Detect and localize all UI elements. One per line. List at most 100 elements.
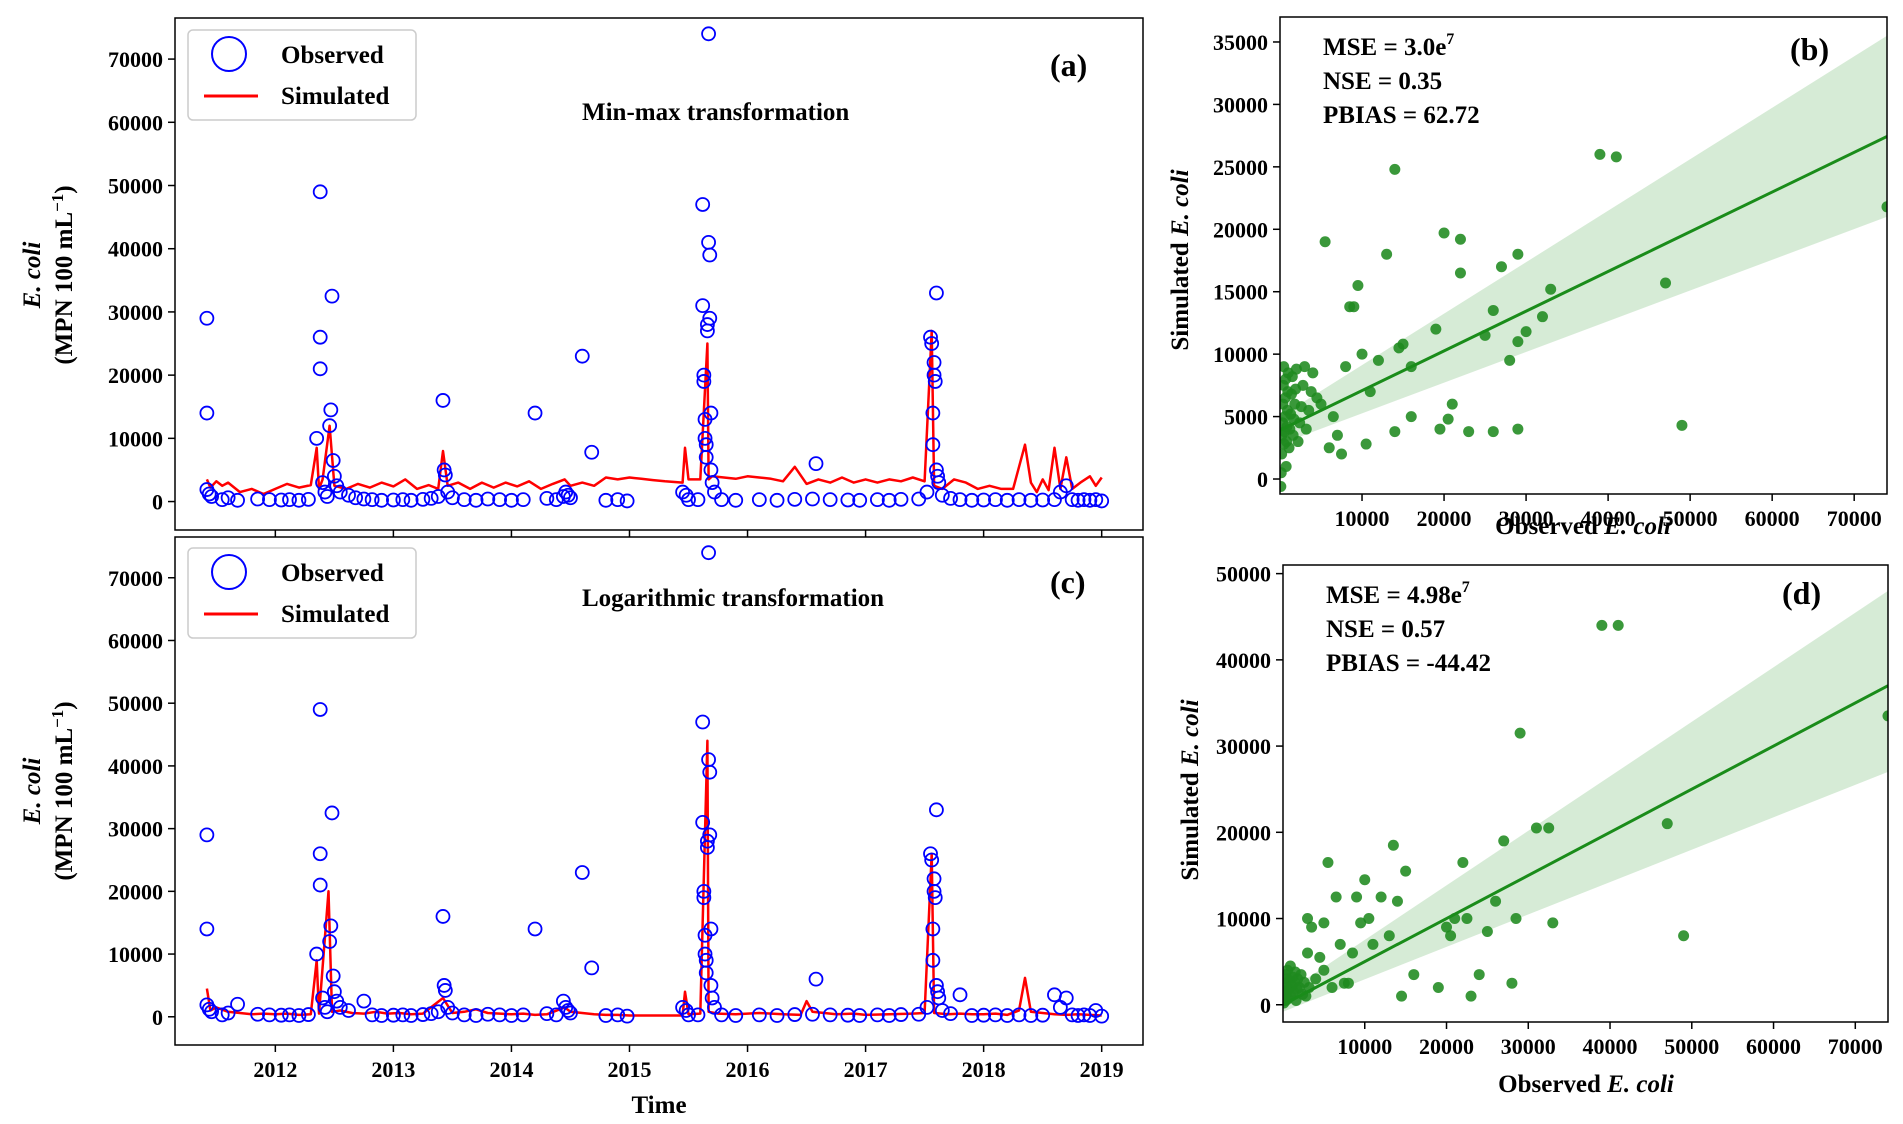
- observed-point: [943, 490, 958, 506]
- x-tick-label: 2018: [962, 1057, 1006, 1082]
- scatter-point: [1318, 964, 1330, 976]
- scatter-point: [1310, 973, 1322, 985]
- y-tick-label: 60000: [108, 628, 163, 653]
- y-tick-label: 0: [152, 1005, 163, 1030]
- y-tick-label: 40000: [108, 237, 163, 262]
- x-tick-label: 2014: [489, 1057, 533, 1082]
- y-tick-label: 0: [1257, 467, 1268, 492]
- observed-point: [309, 946, 325, 962]
- y-tick-label: 35000: [1213, 30, 1268, 55]
- observed-point: [697, 430, 713, 446]
- observed-point: [527, 921, 543, 937]
- observed-point: [201, 486, 217, 502]
- y-tick-label: 30000: [108, 817, 163, 842]
- scatter-point: [1676, 419, 1688, 431]
- observed-point: [787, 1007, 803, 1022]
- y-tick-label: 0: [152, 490, 163, 515]
- panel-b-ylabel: Simulated E. coli: [1167, 169, 1194, 350]
- panel-a-subtitle: Min-max transformation: [582, 99, 849, 126]
- scatter-point: [1487, 426, 1499, 438]
- scatter-point: [1457, 856, 1469, 868]
- scatter-point: [1397, 338, 1409, 350]
- scatter-point: [1367, 938, 1379, 950]
- observed-point: [1011, 1007, 1027, 1023]
- observed-point: [701, 234, 716, 250]
- observed-point: [315, 475, 330, 490]
- observed-point: [1035, 1007, 1051, 1023]
- observed-point: [584, 960, 600, 976]
- observed-point: [1058, 478, 1074, 494]
- observed-point: [430, 1004, 446, 1020]
- observed-point: [925, 952, 941, 968]
- xlabel-italic: E. coli: [1606, 1071, 1674, 1098]
- x-tick-label: 40000: [1583, 1034, 1638, 1059]
- observed-point: [681, 1007, 696, 1023]
- scatter-point: [1487, 304, 1499, 316]
- ylabel-italic: E. coli: [1167, 169, 1194, 237]
- panel-b-yticks: 0 5000 10000 15000 20000 25000 30000 35000: [1213, 30, 1280, 492]
- observed-point: [356, 491, 372, 507]
- stat-label: NSE: [1323, 68, 1372, 95]
- y-tick-label: 30000: [1216, 734, 1271, 759]
- y-tick-label: 5000: [1224, 405, 1268, 430]
- panel-d-frame: [1282, 564, 1889, 1023]
- observed-point: [702, 827, 718, 843]
- observed-point: [924, 852, 940, 868]
- y-tick-label: 20000: [108, 363, 163, 388]
- scatter-point: [1442, 413, 1454, 425]
- observed-point: [230, 996, 245, 1012]
- x-tick-label: 50000: [1663, 506, 1718, 531]
- stat-line: NSE = 0.35: [1323, 68, 1442, 95]
- scatter-point: [1490, 895, 1502, 907]
- observed-point: [273, 492, 289, 508]
- y-tick-label: 20000: [1216, 820, 1271, 845]
- observed-point: [480, 1006, 496, 1022]
- observed-point: [364, 492, 380, 508]
- observed-point: [437, 467, 453, 483]
- observed-point: [999, 492, 1015, 508]
- stat-separator: =: [1380, 582, 1407, 609]
- observed-point: [1052, 999, 1068, 1015]
- observed-point: [1064, 492, 1080, 508]
- ylabel-sup: −1: [48, 710, 67, 728]
- observed-point: [515, 492, 531, 508]
- observed-point: [696, 367, 712, 383]
- y-tick-label: 20000: [108, 879, 163, 904]
- scatter-point: [1610, 151, 1622, 163]
- scatter-point: [1318, 917, 1330, 929]
- stat-value: 62.72: [1423, 102, 1479, 129]
- scatter-point: [1359, 874, 1371, 886]
- observed-point: [325, 453, 341, 468]
- y-tick-label: 60000: [108, 110, 163, 135]
- scatter-point: [1396, 990, 1408, 1002]
- panel-a-ylabel-units: (MPN 100 mL−1): [48, 185, 78, 364]
- legend-observed-marker: [211, 554, 247, 590]
- scatter-point: [1660, 277, 1672, 289]
- observed-point: [262, 1007, 277, 1023]
- stat-separator: =: [1397, 102, 1424, 129]
- observed-point: [952, 987, 968, 1003]
- observed-point: [1082, 492, 1098, 508]
- observed-point: [356, 993, 372, 1009]
- observed-point: [924, 336, 940, 351]
- observed-point: [751, 1007, 767, 1023]
- scatter-point: [1299, 361, 1311, 373]
- scatter-point: [1292, 436, 1304, 448]
- panel-a-xticks: [274, 530, 1103, 537]
- observed-point: [437, 983, 453, 998]
- simulated-series-line: [205, 329, 1103, 496]
- observed-point: [934, 1003, 950, 1018]
- panel-c-subtitle: Logarithmic transformation: [582, 585, 884, 612]
- stat-value: 0.35: [1398, 68, 1442, 95]
- x-tick-label: 30000: [1501, 1034, 1556, 1059]
- scatter-point: [1340, 361, 1352, 373]
- panel-b-letter: (b): [1790, 31, 1829, 67]
- observed-point: [204, 489, 219, 504]
- observed-point: [341, 487, 356, 503]
- scatter-point: [1314, 951, 1326, 963]
- ylabel-italic: E. coli: [19, 758, 46, 826]
- scatter-plot-area: [1280, 35, 1887, 493]
- observed-point: [430, 489, 446, 504]
- scatter-point: [1283, 442, 1295, 454]
